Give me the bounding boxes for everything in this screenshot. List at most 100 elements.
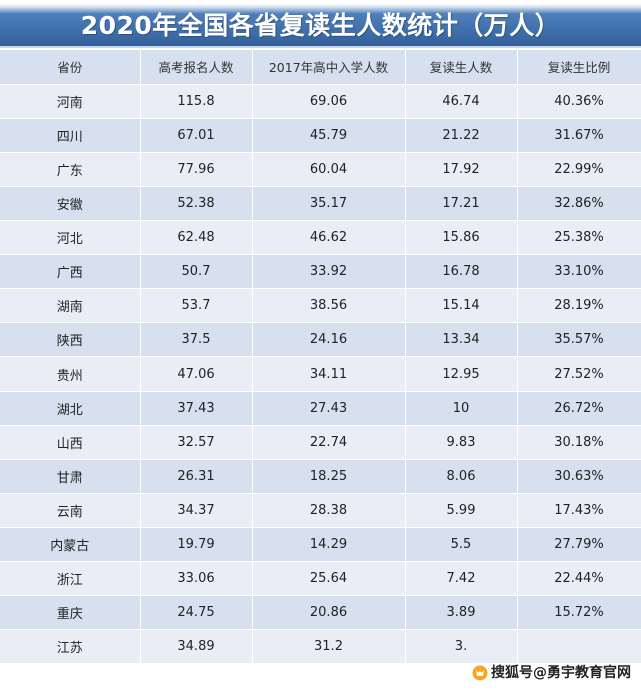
cell-enrollment-2017: 34.11 [252, 356, 406, 392]
table-row: 云南 34.37 28.38 5.99 17.43% [0, 493, 641, 529]
cell-applicants: 47.06 [140, 356, 253, 392]
table-row: 重庆 24.75 20.86 3.89 15.72% [0, 595, 641, 631]
table-row: 安徽 52.38 35.17 17.21 32.86% [0, 186, 641, 222]
cell-applicants: 32.57 [140, 425, 253, 460]
column-header-repeat-students: 复读生人数 [405, 50, 518, 85]
cell-province: 安徽 [0, 186, 141, 222]
cell-enrollment-2017: 31.2 [252, 629, 406, 665]
cell-enrollment-2017: 28.38 [252, 493, 406, 529]
table-row: 四川 67.01 45.79 21.22 31.67% [0, 118, 641, 153]
table-row: 山西 32.57 22.74 9.83 30.18% [0, 425, 641, 460]
cell-applicants: 53.7 [140, 288, 253, 324]
cell-applicants: 26.31 [140, 459, 253, 494]
cell-applicants: 62.48 [140, 220, 253, 256]
table-row: 河南 115.8 69.06 46.74 40.36% [0, 84, 641, 119]
column-header-applicants: 高考报名人数 [140, 50, 253, 85]
watermark-text: 搜狐号@勇宇教育官网 [491, 665, 631, 681]
cell-repeat-ratio: 17.43% [517, 493, 641, 529]
cell-province: 内蒙古 [0, 527, 141, 563]
cell-enrollment-2017: 35.17 [252, 186, 406, 222]
cell-enrollment-2017: 14.29 [252, 527, 406, 563]
cell-repeat-students: 8.06 [405, 459, 518, 494]
cell-applicants: 37.43 [140, 391, 253, 426]
cell-repeat-ratio: 30.18% [517, 425, 641, 460]
title-banner: 2020年全国各省复读生人数统计（万人） [0, 0, 641, 48]
cell-repeat-ratio: 31.67% [517, 118, 641, 153]
table-row: 贵州 47.06 34.11 12.95 27.52% [0, 356, 641, 392]
cell-repeat-ratio [517, 629, 641, 665]
cell-repeat-students: 5.5 [405, 527, 518, 563]
cell-applicants: 50.7 [140, 254, 253, 290]
cell-applicants: 34.89 [140, 629, 253, 665]
cell-enrollment-2017: 22.74 [252, 425, 406, 460]
cell-enrollment-2017: 38.56 [252, 288, 406, 324]
cell-repeat-students: 17.21 [405, 186, 518, 222]
cell-repeat-ratio: 27.52% [517, 356, 641, 392]
cell-enrollment-2017: 60.04 [252, 152, 406, 187]
cell-applicants: 33.06 [140, 561, 253, 597]
cell-enrollment-2017: 46.62 [252, 220, 406, 256]
cell-province: 浙江 [0, 561, 141, 597]
cell-province: 湖南 [0, 288, 141, 324]
cell-applicants: 52.38 [140, 186, 253, 222]
cell-repeat-students: 15.14 [405, 288, 518, 324]
cell-repeat-ratio: 25.38% [517, 220, 641, 256]
cell-province: 湖北 [0, 391, 141, 426]
page-title: 2020年全国各省复读生人数统计（万人） [80, 11, 561, 40]
cell-province: 陕西 [0, 322, 141, 358]
cell-province: 江苏 [0, 629, 141, 665]
cell-repeat-ratio: 27.79% [517, 527, 641, 563]
cell-enrollment-2017: 20.86 [252, 595, 406, 631]
cell-repeat-students: 5.99 [405, 493, 518, 529]
cell-province: 广东 [0, 152, 141, 187]
table-row: 内蒙古 19.79 14.29 5.5 27.79% [0, 527, 641, 563]
cell-repeat-ratio: 40.36% [517, 84, 641, 119]
cell-applicants: 34.37 [140, 493, 253, 529]
cell-applicants: 77.96 [140, 152, 253, 187]
cell-enrollment-2017: 18.25 [252, 459, 406, 494]
cell-repeat-ratio: 22.44% [517, 561, 641, 597]
column-header-province: 省份 [0, 50, 141, 85]
cell-enrollment-2017: 33.92 [252, 254, 406, 290]
fox-logo-icon [472, 665, 488, 681]
table-row: 广东 77.96 60.04 17.92 22.99% [0, 152, 641, 187]
column-header-repeat-ratio: 复读生比例 [517, 50, 641, 85]
data-table: 省份 高考报名人数 2017年高中入学人数 复读生人数 复读生比例 河南 115.… [0, 50, 641, 665]
cell-repeat-students: 15.86 [405, 220, 518, 256]
cell-repeat-ratio: 32.86% [517, 186, 641, 222]
column-header-enrollment-2017: 2017年高中入学人数 [252, 50, 406, 85]
cell-repeat-ratio: 30.63% [517, 459, 641, 494]
table-row: 广西 50.7 33.92 16.78 33.10% [0, 254, 641, 290]
cell-enrollment-2017: 24.16 [252, 322, 406, 358]
cell-province: 河北 [0, 220, 141, 256]
cell-enrollment-2017: 25.64 [252, 561, 406, 597]
cell-repeat-students: 21.22 [405, 118, 518, 153]
cell-repeat-students: 7.42 [405, 561, 518, 597]
cell-province: 河南 [0, 84, 141, 119]
cell-province: 四川 [0, 118, 141, 153]
cell-repeat-ratio: 26.72% [517, 391, 641, 426]
cell-repeat-students: 46.74 [405, 84, 518, 119]
cell-applicants: 24.75 [140, 595, 253, 631]
table-row: 甘肃 26.31 18.25 8.06 30.63% [0, 459, 641, 494]
table-row: 河北 62.48 46.62 15.86 25.38% [0, 220, 641, 256]
cell-repeat-students: 12.95 [405, 356, 518, 392]
cell-province: 山西 [0, 425, 141, 460]
cell-repeat-students: 3.89 [405, 595, 518, 631]
cell-repeat-ratio: 35.57% [517, 322, 641, 358]
watermark: 搜狐号@勇宇教育官网 [468, 664, 633, 682]
cell-applicants: 37.5 [140, 322, 253, 358]
table-row: 湖北 37.43 27.43 10 26.72% [0, 391, 641, 426]
cell-province: 重庆 [0, 595, 141, 631]
cell-repeat-ratio: 15.72% [517, 595, 641, 631]
cell-repeat-students: 17.92 [405, 152, 518, 187]
cell-applicants: 115.8 [140, 84, 253, 119]
cell-repeat-students: 9.83 [405, 425, 518, 460]
cell-applicants: 19.79 [140, 527, 253, 563]
cell-repeat-ratio: 33.10% [517, 254, 641, 290]
table-row: 陕西 37.5 24.16 13.34 35.57% [0, 322, 641, 358]
cell-repeat-students: 3. [405, 629, 518, 665]
cell-applicants: 67.01 [140, 118, 253, 153]
cell-repeat-ratio: 28.19% [517, 288, 641, 324]
cell-province: 云南 [0, 493, 141, 529]
